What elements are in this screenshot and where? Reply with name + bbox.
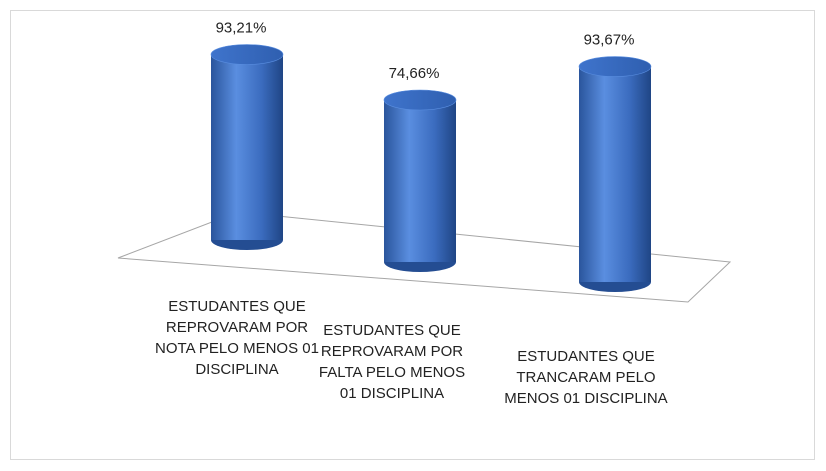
bar (578, 56, 652, 292)
bar-top (210, 44, 284, 65)
value-label: 74,66% (389, 65, 440, 82)
bar-body (384, 99, 456, 263)
bar-body (211, 54, 283, 240)
bar-body (579, 66, 651, 283)
value-label: 93,67% (584, 32, 635, 49)
bar (383, 89, 457, 272)
bar-top (383, 89, 457, 111)
value-label: 93,21% (216, 20, 267, 37)
bar-top (578, 56, 652, 77)
chart-border (10, 10, 815, 460)
category-label: ESTUDANTES QUE TRANCARAM PELO MENOS 01 D… (504, 348, 668, 407)
bar (210, 44, 284, 250)
category-label: ESTUDANTES QUE REPROVARAM POR NOTA PELO … (155, 298, 319, 378)
category-label: ESTUDANTES QUE REPROVARAM POR FALTA PELO… (318, 322, 466, 402)
